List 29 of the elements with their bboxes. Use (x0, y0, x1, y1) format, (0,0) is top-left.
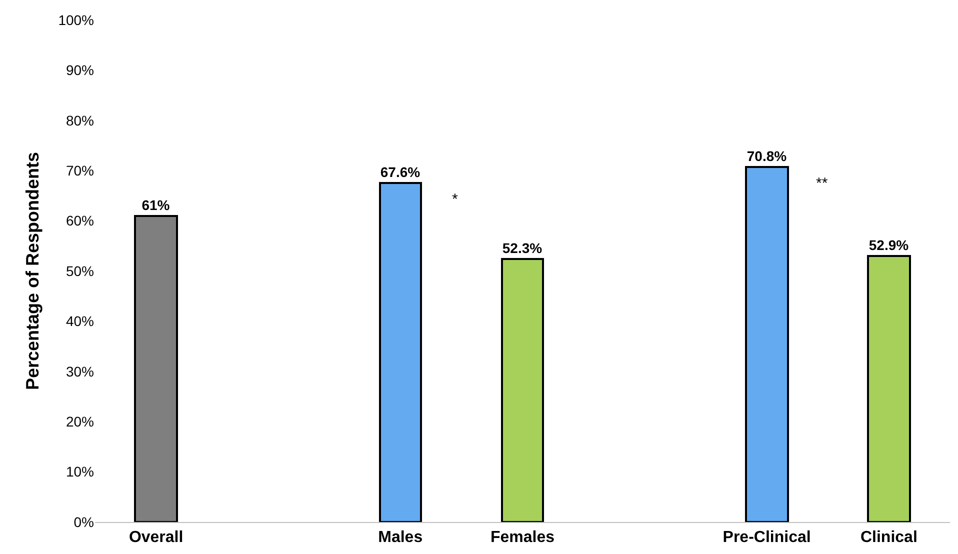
y-tick-label: 20% (66, 414, 94, 430)
y-tick-label: 0% (74, 514, 94, 530)
y-tick-label: 50% (66, 262, 94, 279)
y-tick-label: 80% (66, 112, 94, 128)
data-label: 52.3% (502, 240, 543, 256)
x-tick-label: Females (490, 529, 555, 546)
annotation: ** (816, 175, 828, 192)
y-tick-label: 100% (58, 12, 94, 28)
y-tick-label: 60% (66, 212, 94, 229)
x-tick-label: Pre-Clinical (722, 529, 811, 546)
y-tick-label: 30% (66, 363, 94, 380)
data-label: 52.9% (868, 237, 910, 253)
bar (134, 215, 178, 522)
x-tick-label: Clinical (860, 529, 918, 546)
bar (745, 166, 789, 522)
y-tick-label: 10% (66, 464, 94, 480)
bar (379, 182, 422, 522)
y-tick-label: 90% (66, 62, 94, 78)
data-label: 61% (142, 197, 170, 213)
x-tick-label: Males (378, 529, 423, 546)
data-label: 70.8% (746, 148, 788, 164)
y-axis-title: Percentage of Respondents (22, 152, 42, 390)
bar (867, 255, 911, 522)
bar (501, 258, 544, 522)
data-label: 67.6% (380, 164, 421, 180)
x-tick-label: Overall (128, 529, 184, 546)
y-tick-label: 40% (66, 313, 94, 330)
y-tick-label: 70% (66, 162, 94, 178)
annotation: * (452, 191, 458, 208)
